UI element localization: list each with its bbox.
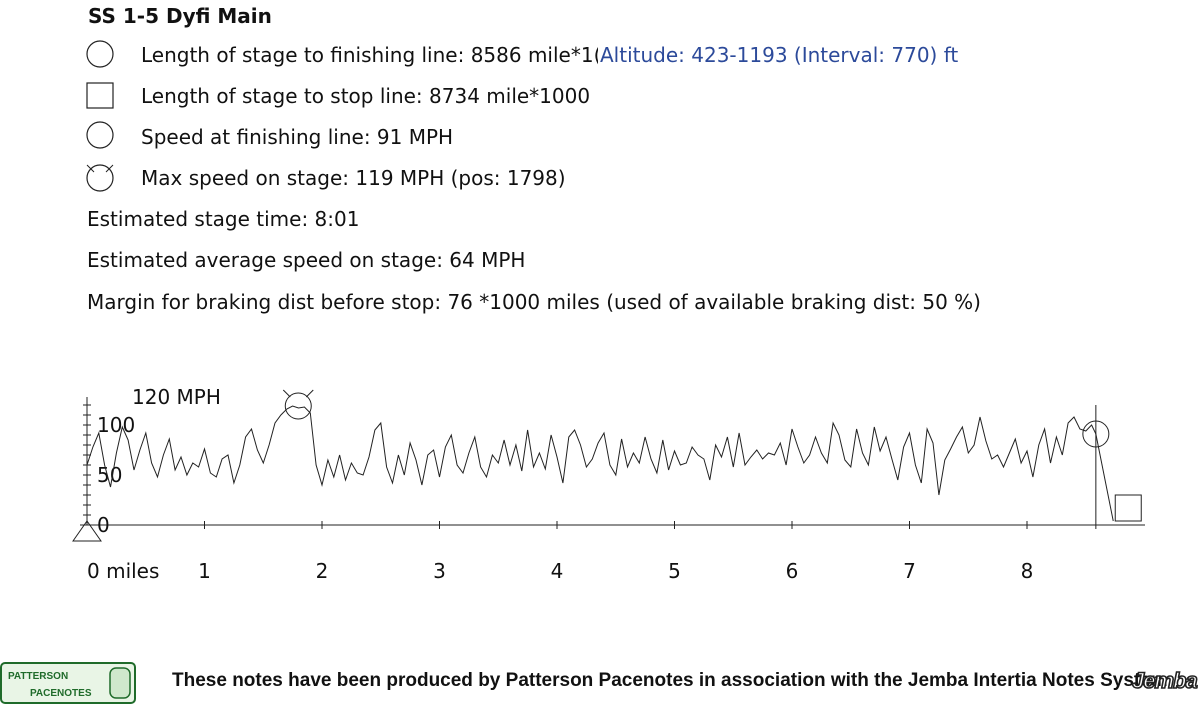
max-speed-cross xyxy=(305,389,314,398)
svg-text:PATTERSON: PATTERSON xyxy=(8,671,68,682)
svg-text:PACENOTES: PACENOTES xyxy=(30,688,92,699)
stop-line-square xyxy=(1114,494,1142,522)
braking-line xyxy=(1095,433,1114,522)
y-unit-label: 120 MPH xyxy=(132,385,221,409)
square-icon xyxy=(86,82,114,109)
legend-max-speed: Max speed on stage: 119 MPH (pos: 1798) xyxy=(141,166,566,190)
footer-credit: These notes have been produced by Patter… xyxy=(172,670,1168,691)
max-speed-cross xyxy=(282,389,291,398)
y-tick-label: 0 xyxy=(97,513,110,537)
stage-title: SS 1-5 Dyfi Main xyxy=(88,4,272,28)
finish-speed-circle xyxy=(1082,420,1110,448)
y-tick-label: 100 xyxy=(97,413,135,437)
stat-braking-margin: Margin for braking dist before stop: 76 … xyxy=(87,290,981,314)
max-speed-circle xyxy=(284,392,312,420)
start-triangle-marker xyxy=(72,520,102,542)
x-tick-label: 2 xyxy=(316,559,329,583)
x-tick-label: 6 xyxy=(786,559,799,583)
stat-average-speed: Estimated average speed on stage: 64 MPH xyxy=(87,248,526,272)
x-tick-label: 1 xyxy=(198,559,211,583)
x-tick-label: 4 xyxy=(551,559,564,583)
jemba-logo: Jemba xyxy=(1131,667,1198,694)
x-tick-label: 8 xyxy=(1021,559,1034,583)
speed-line xyxy=(86,405,1097,496)
x-tick-label: 3 xyxy=(433,559,446,583)
circle-icon xyxy=(86,121,114,149)
x-tick-label: 0 miles xyxy=(87,559,159,583)
circle-cross-icon xyxy=(86,164,114,192)
legend-finish-speed: Speed at finishing line: 91 MPH xyxy=(141,125,454,149)
x-tick-label: 5 xyxy=(668,559,681,583)
x-tick-label: 7 xyxy=(903,559,916,583)
circle-icon xyxy=(86,40,114,68)
legend-stop-length: Length of stage to stop line: 8734 mile*… xyxy=(141,84,591,108)
patterson-pacenotes-logo: PATTERSON PACENOTES xyxy=(0,662,136,704)
stat-stage-time: Estimated stage time: 8:01 xyxy=(87,207,360,231)
altitude-range: Altitude: 423-1193 (Interval: 770) ft xyxy=(598,43,959,67)
legend-finish-length: Length of stage to finishing line: 8586 … xyxy=(141,43,602,67)
